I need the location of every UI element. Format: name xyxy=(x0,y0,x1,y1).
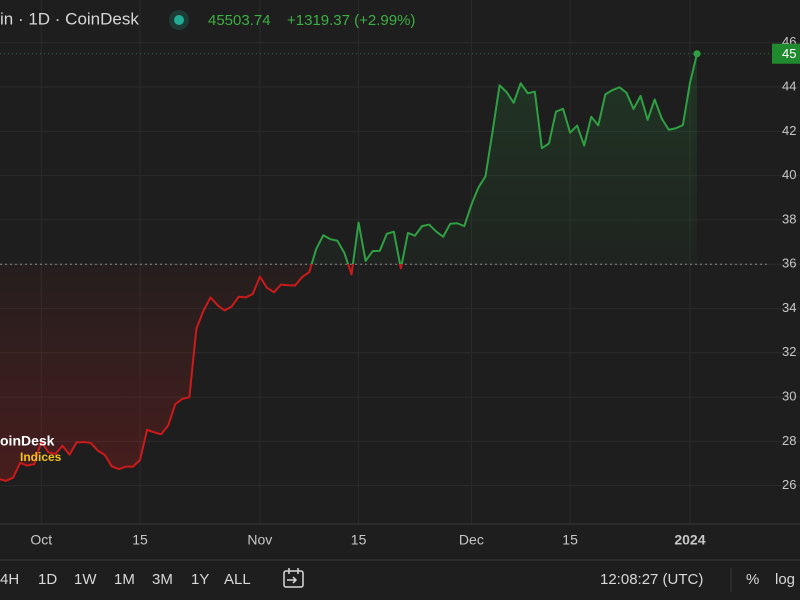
range-button[interactable]: ALL xyxy=(224,571,251,588)
y-tick-label: 34 xyxy=(782,300,796,315)
x-tick-label: 15 xyxy=(132,532,148,548)
y-tick-label: 26 xyxy=(782,477,796,492)
y-tick-label: 44 xyxy=(782,78,796,93)
logo-sub: Indices xyxy=(20,450,62,464)
x-tick-label: 2024 xyxy=(674,532,705,548)
logo-name: oinDesk xyxy=(0,433,55,449)
price-tag-label: 45 xyxy=(782,46,796,61)
baseline-area xyxy=(0,53,697,481)
price-change: +1319.37 (+2.99%) xyxy=(287,12,415,29)
symbol-title: in · 1D · CoinDesk xyxy=(0,9,139,28)
y-tick-label: 42 xyxy=(782,123,796,138)
x-tick-label: 15 xyxy=(562,532,578,548)
range-button[interactable]: 1Y xyxy=(191,571,209,588)
range-button[interactable]: 4H xyxy=(0,571,19,588)
y-tick-label: 32 xyxy=(782,344,796,359)
x-tick-label: Oct xyxy=(30,532,52,548)
x-tick-label: 15 xyxy=(351,532,367,548)
y-tick-label: 36 xyxy=(782,256,796,271)
range-button[interactable]: 3M xyxy=(152,571,173,588)
price: 45503.74 xyxy=(208,12,271,29)
range-button[interactable]: 1D xyxy=(38,571,57,588)
price-line xyxy=(0,53,698,482)
y-tick-label: 28 xyxy=(782,433,796,448)
range-button[interactable]: 1W xyxy=(74,571,97,588)
calendar-frame xyxy=(283,570,304,588)
last-point xyxy=(693,50,701,58)
price-tag xyxy=(772,43,800,64)
y-tick-label: 38 xyxy=(782,211,796,226)
calendar-arrow xyxy=(287,576,298,584)
percent-toggle[interactable]: % xyxy=(746,571,759,588)
y-tick-label: 40 xyxy=(782,167,796,182)
x-tick-label: Nov xyxy=(247,532,272,548)
range-button[interactable]: 1M xyxy=(114,571,135,588)
y-tick-label: 30 xyxy=(782,389,796,404)
calendar-icon[interactable] xyxy=(283,568,304,588)
status-dot xyxy=(174,15,184,25)
log-toggle[interactable]: log xyxy=(775,571,795,588)
clock: 12:08:27 (UTC) xyxy=(600,571,703,588)
x-tick-label: Dec xyxy=(459,532,484,548)
